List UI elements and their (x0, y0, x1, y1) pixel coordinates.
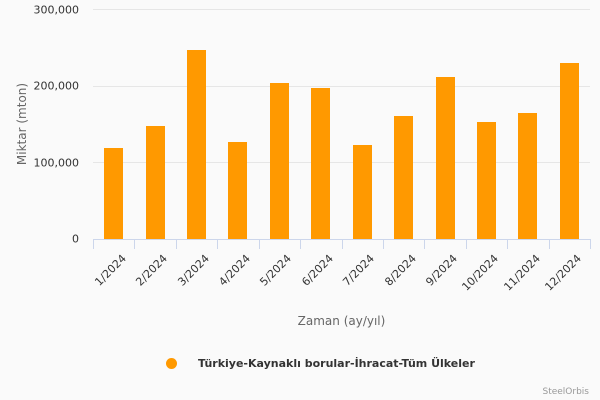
gridline-200000 (93, 86, 590, 87)
x-tick-mark (466, 239, 467, 249)
x-tick-mark (342, 239, 343, 249)
x-tick-mark (549, 239, 550, 249)
x-tick-label: 7/2024 (340, 252, 378, 289)
x-tick-label: 2/2024 (133, 252, 171, 289)
gridline-300000 (93, 9, 590, 10)
x-tick-mark (93, 239, 94, 249)
bar-2-2024[interactable] (146, 126, 165, 239)
x-tick-mark (383, 239, 384, 249)
bar-12-2024[interactable] (560, 63, 579, 239)
x-tick-mark (507, 239, 508, 249)
x-tick-label: 1/2024 (92, 252, 129, 289)
x-axis-line (93, 239, 590, 240)
x-axis-title: Zaman (ay/yıl) (297, 314, 386, 328)
bar-9-2024[interactable] (436, 77, 455, 239)
x-tick-label: 12/2024 (542, 252, 585, 294)
legend-item[interactable]: Türkiye-Kaynaklı borular-İhracat-Tüm Ülk… (166, 357, 475, 370)
bar-6-2024[interactable] (311, 88, 330, 239)
x-tick-mark (590, 239, 591, 249)
bar-5-2024[interactable] (270, 83, 289, 239)
legend-label: Türkiye-Kaynaklı borular-İhracat-Tüm Ülk… (198, 357, 475, 370)
bar-8-2024[interactable] (394, 116, 413, 239)
x-tick-label: 3/2024 (174, 252, 212, 289)
x-tick-label: 9/2024 (423, 252, 460, 289)
gridline-100000 (93, 162, 590, 163)
x-tick-mark (217, 239, 218, 249)
x-tick-label: 4/2024 (216, 252, 253, 289)
x-tick-label: 10/2024 (459, 252, 502, 294)
x-tick-label: 8/2024 (381, 252, 419, 289)
bar-10-2024[interactable] (477, 122, 496, 239)
bar-11-2024[interactable] (518, 113, 537, 239)
bar-4-2024[interactable] (228, 142, 247, 239)
x-tick-mark (259, 239, 260, 249)
y-tick-label: 300,000 (33, 3, 80, 17)
x-tick-label: 6/2024 (299, 252, 336, 289)
credit-link[interactable]: SteelOrbis (542, 387, 589, 397)
x-tick-label: 5/2024 (257, 252, 295, 289)
legend-marker-icon (166, 358, 177, 369)
y-tick-label: 0 (72, 232, 79, 246)
y-tick-label: 200,000 (33, 79, 80, 93)
x-tick-mark (424, 239, 425, 249)
x-tick-mark (300, 239, 301, 249)
x-tick-label: 11/2024 (501, 252, 543, 294)
y-axis-title: Miktar (mton) (15, 82, 29, 166)
y-tick-label: 100,000 (33, 156, 80, 170)
x-tick-mark (134, 239, 135, 249)
bar-7-2024[interactable] (353, 145, 372, 239)
bar-3-2024[interactable] (187, 50, 206, 239)
bar-1-2024[interactable] (104, 148, 123, 239)
x-tick-mark (176, 239, 177, 249)
